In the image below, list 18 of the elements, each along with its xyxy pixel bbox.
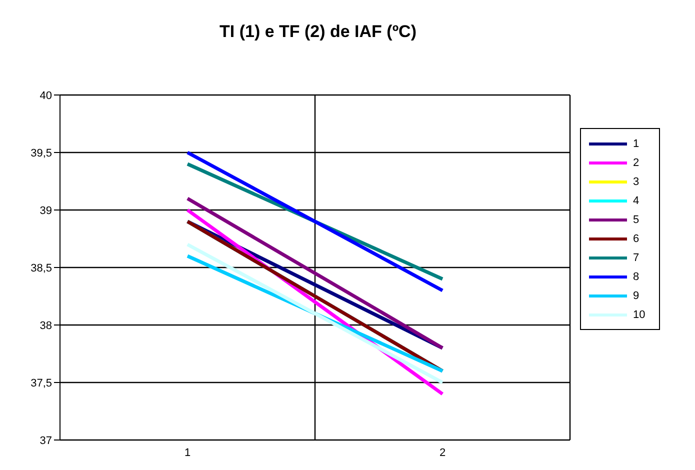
legend-label: 7 <box>633 252 640 264</box>
legend-label: 8 <box>633 270 640 282</box>
chart-title: TI (1) e TF (2) de IAF (ºC) <box>218 22 418 42</box>
y-tick-label: 38 <box>40 320 52 332</box>
legend-label: 2 <box>633 156 640 168</box>
legend-label: 3 <box>633 176 640 188</box>
y-tick-label: 38,5 <box>30 262 52 274</box>
y-tick-label: 40 <box>40 90 52 102</box>
legend-label: 10 <box>633 308 646 320</box>
legend-label: 9 <box>633 290 640 302</box>
y-tick-label: 39 <box>40 204 52 217</box>
y-tick-label: 37,5 <box>30 377 52 390</box>
legend-label: 6 <box>633 232 640 244</box>
legend-label: 1 <box>633 138 640 150</box>
legend-label: 5 <box>633 214 640 226</box>
legend-label: 4 <box>633 194 640 206</box>
y-tick-label: 37 <box>40 434 52 447</box>
y-tick-label: 39,5 <box>30 147 52 160</box>
